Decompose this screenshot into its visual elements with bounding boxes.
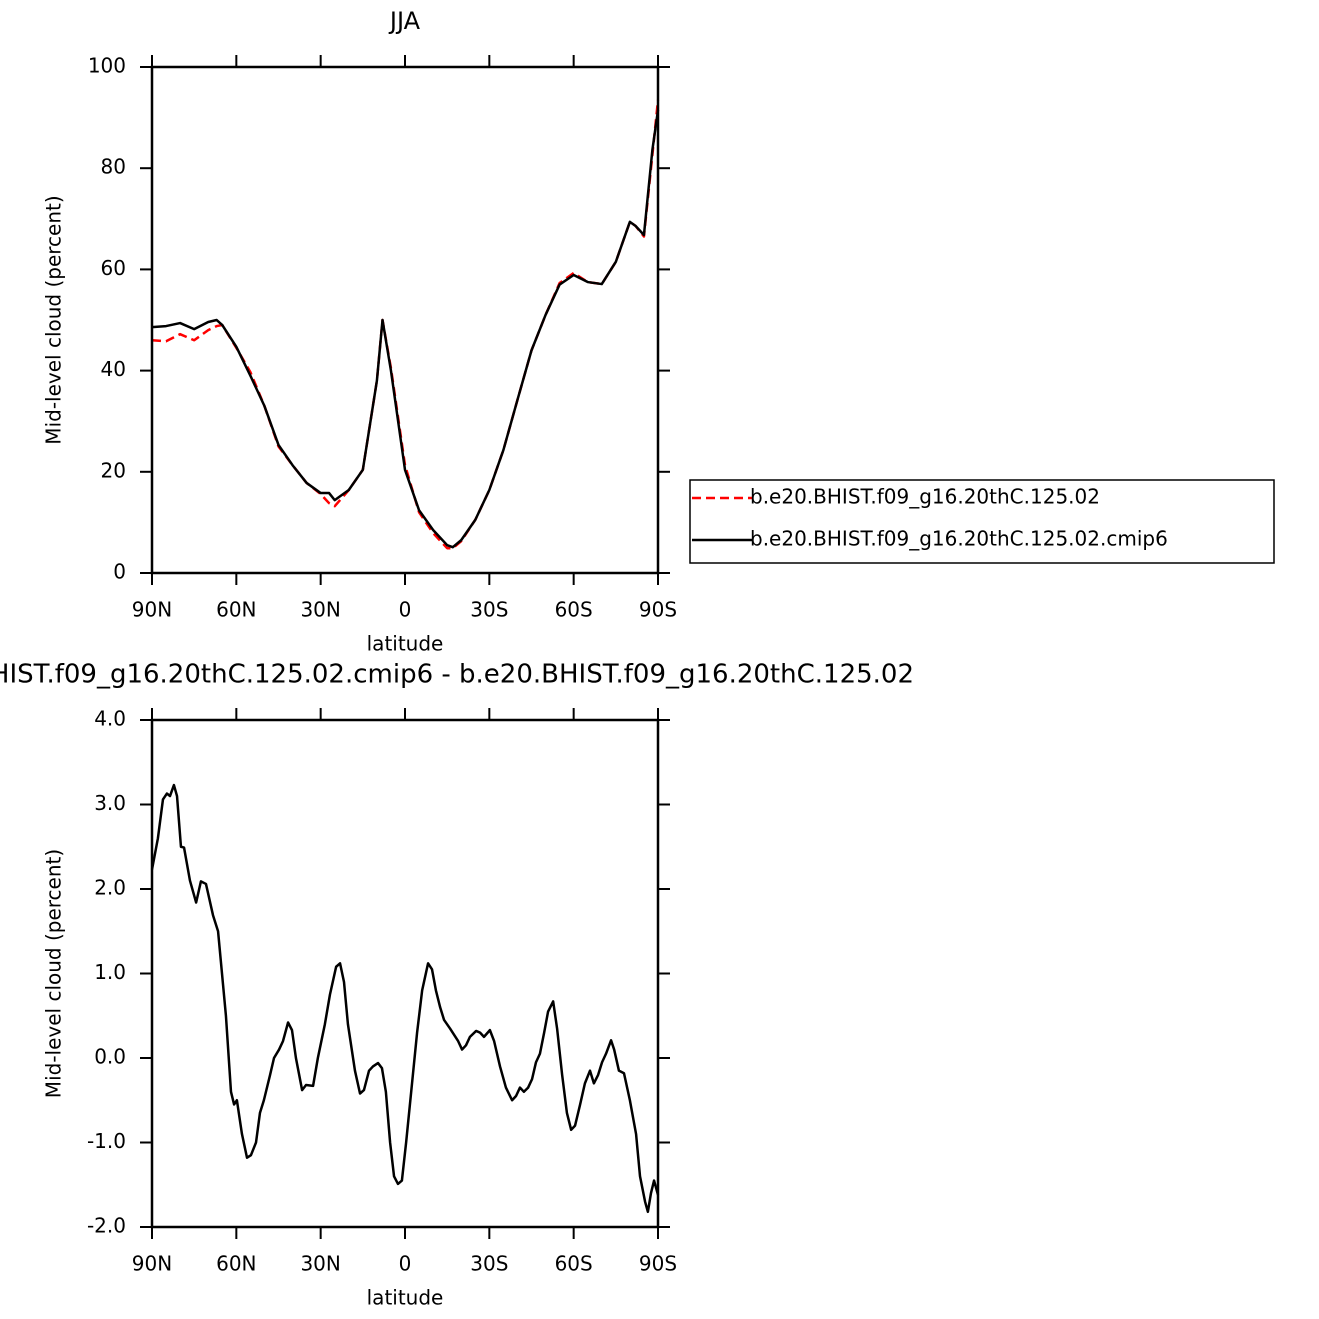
x-tick-label: 60N	[216, 1252, 256, 1276]
x-tick-label: 90S	[639, 598, 677, 622]
x-tick-label: 30S	[470, 1252, 508, 1276]
y-tick-label: 1.0	[94, 960, 126, 984]
data-line	[151, 109, 660, 549]
y-tick-label: 80	[101, 155, 126, 179]
x-tick-label: 30S	[470, 598, 508, 622]
x-tick-label: 60S	[555, 598, 593, 622]
y-tick-label: 60	[101, 256, 126, 280]
y-axis-label: Mid-level cloud (percent)	[42, 195, 66, 444]
legend-label: b.e20.BHIST.f09_g16.20thC.125.02.cmip6	[750, 527, 1168, 551]
x-tick-label: 30N	[300, 1252, 340, 1276]
data-line	[151, 99, 660, 550]
x-axis-label: latitude	[367, 1286, 444, 1310]
y-tick-label: -1.0	[87, 1129, 126, 1153]
y-axis-label: Mid-level cloud (percent)	[42, 849, 66, 1098]
plot-frame	[150, 65, 660, 575]
x-tick-label: 60S	[555, 1252, 593, 1276]
y-tick-label: 4.0	[94, 707, 126, 731]
y-tick-label: 0.0	[94, 1045, 126, 1069]
x-tick-label: 0	[399, 1252, 412, 1276]
data-line	[150, 783, 660, 1214]
legend-box	[689, 479, 1275, 564]
chart-title: JJA	[388, 7, 421, 35]
x-tick-label: 60N	[216, 598, 256, 622]
y-tick-label: -2.0	[87, 1214, 126, 1238]
y-tick-label: 0	[113, 560, 126, 584]
legend-label: b.e20.BHIST.f09_g16.20thC.125.02	[750, 485, 1100, 509]
y-tick-label: 40	[101, 357, 126, 381]
y-tick-label: 100	[88, 54, 126, 78]
x-tick-label: 0	[399, 598, 412, 622]
chart-title: b.e20.BHIST.f09_g16.20thC.125.02.cmip6 -…	[0, 660, 914, 690]
x-axis-label: latitude	[367, 632, 444, 656]
x-tick-label: 90N	[132, 598, 172, 622]
x-tick-label: 90N	[132, 1252, 172, 1276]
x-tick-label: 30N	[300, 598, 340, 622]
y-tick-label: 20	[101, 458, 126, 482]
y-tick-label: 2.0	[94, 876, 126, 900]
x-tick-label: 90S	[639, 1252, 677, 1276]
y-tick-label: 3.0	[94, 791, 126, 815]
